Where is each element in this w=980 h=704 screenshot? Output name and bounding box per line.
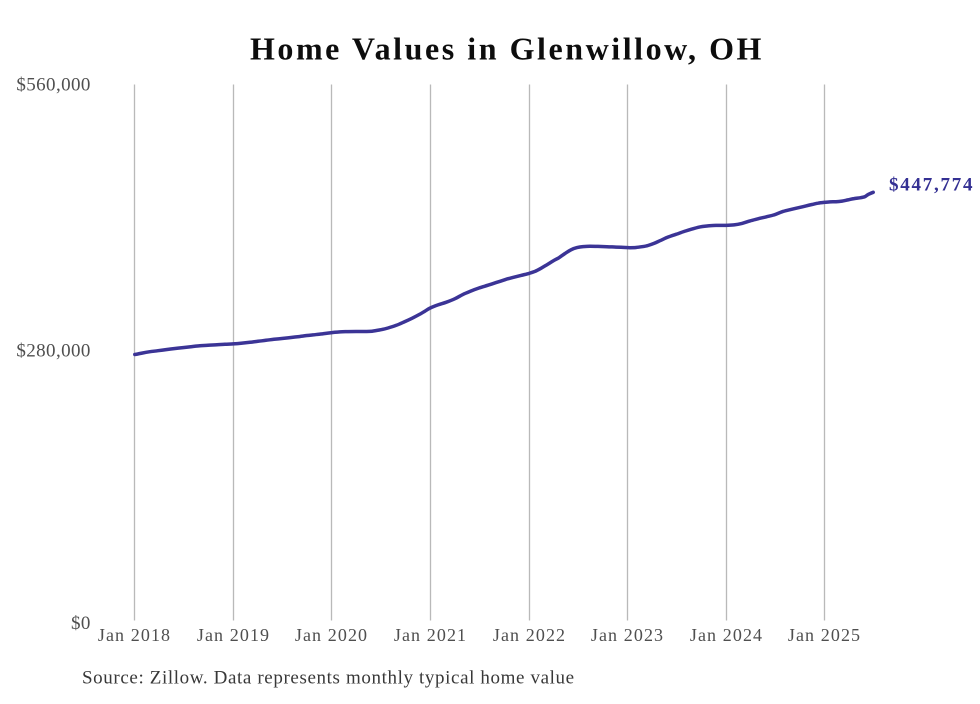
svg-text:$0: $0 <box>71 613 91 634</box>
svg-text:Jan 2025: Jan 2025 <box>788 625 861 645</box>
svg-text:Source: Zillow. Data represent: Source: Zillow. Data represents monthly … <box>82 668 575 689</box>
svg-text:$447,774: $447,774 <box>889 175 974 196</box>
svg-text:Jan 2019: Jan 2019 <box>197 625 270 645</box>
svg-text:Jan 2021: Jan 2021 <box>394 625 467 645</box>
svg-text:Jan 2023: Jan 2023 <box>591 625 664 645</box>
svg-text:Jan 2022: Jan 2022 <box>493 625 566 645</box>
svg-text:$280,000: $280,000 <box>16 341 90 362</box>
svg-text:Home Values in Glenwillow, OH: Home Values in Glenwillow, OH <box>250 31 764 67</box>
svg-text:Jan 2018: Jan 2018 <box>98 625 171 645</box>
svg-text:Jan 2020: Jan 2020 <box>295 625 368 645</box>
svg-text:$560,000: $560,000 <box>16 74 90 95</box>
svg-text:Jan 2024: Jan 2024 <box>690 625 763 645</box>
